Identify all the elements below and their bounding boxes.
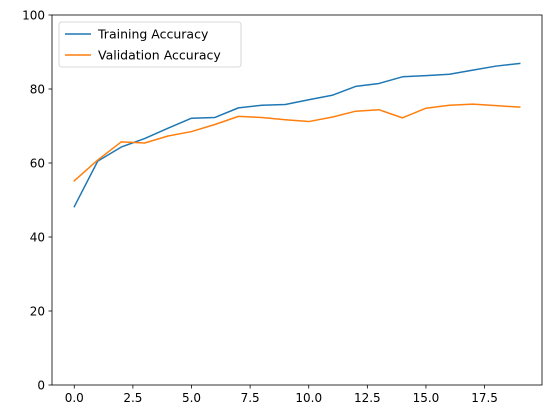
series-line-training-accuracy <box>73 62 521 208</box>
series-line-validation-accuracy <box>73 103 521 182</box>
x-tick-label: 10.0 <box>295 391 322 405</box>
legend-label-training-accuracy: Training Accuracy <box>97 27 209 42</box>
y-tick-label: 60 <box>30 156 45 170</box>
x-tick-label: 17.5 <box>471 391 498 405</box>
y-tick-label: 20 <box>30 304 45 318</box>
series-layer <box>73 62 521 208</box>
legend-label-validation-accuracy: Validation Accuracy <box>98 48 221 63</box>
y-tick-label: 40 <box>30 230 45 244</box>
x-tick-label: 12.5 <box>354 391 381 405</box>
plot-background <box>52 15 542 385</box>
legend-box <box>58 21 242 68</box>
plot-frame <box>51 14 543 386</box>
x-tick-label: 7.5 <box>241 391 260 405</box>
y-axis-ticks: 0 20 40 60 80 100 <box>22 8 52 392</box>
x-tick-label: 0.0 <box>65 391 84 405</box>
x-tick-label: 2.5 <box>123 391 142 405</box>
x-axis-ticks: 0.0 2.5 5.0 7.5 10.0 12.5 15.0 17.5 <box>65 385 498 405</box>
x-tick-label: 15.0 <box>413 391 440 405</box>
y-tick-label: 80 <box>30 82 45 96</box>
x-tick-label: 5.0 <box>182 391 201 405</box>
chart-legend: Training Accuracy Validation Accuracy <box>58 21 242 68</box>
y-tick-label: 0 <box>37 378 45 392</box>
y-tick-label: 100 <box>22 8 45 22</box>
